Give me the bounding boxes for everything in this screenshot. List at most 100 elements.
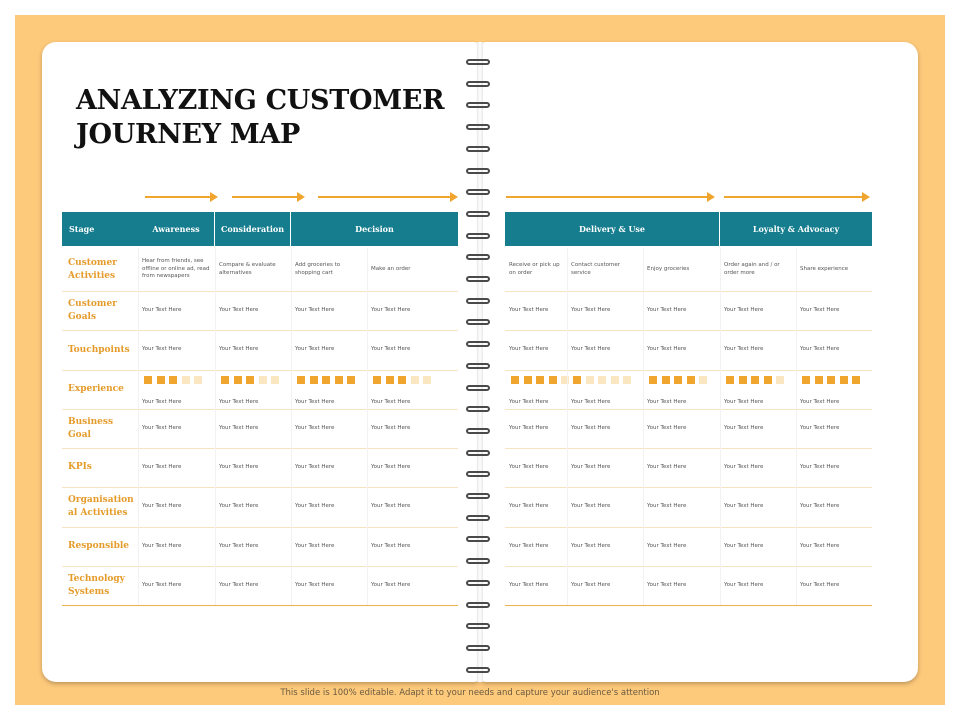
spiral-ring — [466, 470, 492, 478]
row-label: Experience — [68, 384, 124, 394]
row-label: Business Goal — [68, 416, 114, 440]
table-cell: Your Text Here — [647, 424, 687, 431]
table-cell: Your Text Here — [571, 398, 611, 405]
spiral-ring — [466, 101, 492, 109]
row-divider — [505, 566, 872, 567]
rating-square-empty — [585, 376, 594, 384]
table-cell: Your Text Here — [647, 306, 687, 313]
title-line-2: JOURNEY MAP — [76, 119, 301, 150]
row-divider — [505, 605, 872, 606]
rating-square-empty — [258, 376, 267, 384]
table-cell: Your Text Here — [571, 503, 611, 510]
header-consideration: Consideration — [215, 212, 291, 246]
spiral-ring — [466, 601, 492, 609]
table-cell: Your Text Here — [647, 463, 687, 470]
table-cell: Your Text Here — [371, 463, 411, 470]
table-cell: Your Text Here — [371, 346, 411, 353]
row-divider — [505, 370, 872, 371]
table-cell: Your Text Here — [800, 542, 840, 549]
table-cell: Your Text Here — [571, 463, 611, 470]
spiral-ring — [466, 253, 492, 261]
column-divider — [215, 248, 216, 605]
table-cell: Your Text Here — [571, 346, 611, 353]
table-cell: Your Text Here — [800, 398, 840, 405]
rating-square-empty — [598, 376, 606, 384]
rating-square-filled — [511, 376, 519, 384]
rating-square-empty — [410, 376, 419, 384]
rating-square-filled — [738, 376, 747, 384]
row-divider — [505, 409, 872, 410]
table-cell: Make an order — [371, 265, 411, 272]
rating-square-empty — [776, 376, 784, 384]
rating-square-filled — [674, 376, 682, 384]
spiral-ring — [466, 492, 492, 500]
column-divider — [367, 248, 368, 605]
table-cell: Your Text Here — [219, 424, 259, 431]
table-cell: Your Text Here — [219, 306, 259, 313]
table-cell: Your Text Here — [509, 398, 549, 405]
table-cell: Your Text Here — [295, 581, 335, 588]
table-cell: Your Text Here — [219, 398, 259, 405]
spiral-ring — [466, 514, 492, 522]
rating-square-filled — [309, 376, 318, 384]
rating-square-filled — [661, 376, 670, 384]
table-cell: Compare & evaluate alternatives — [219, 262, 276, 276]
spiral-ring — [466, 666, 492, 674]
row-divider — [62, 448, 458, 449]
rating-square-filled — [686, 376, 695, 384]
table-cell: Your Text Here — [295, 542, 335, 549]
table-cell: Your Text Here — [371, 398, 411, 405]
table-cell: Your Text Here — [219, 346, 259, 353]
table-cell: Your Text Here — [724, 503, 764, 510]
column-divider — [720, 248, 721, 605]
rating-square-filled — [297, 376, 305, 384]
row-divider — [62, 330, 458, 331]
row-label: Responsible — [68, 541, 130, 551]
table-cell: Your Text Here — [295, 424, 335, 431]
row-divider — [505, 291, 872, 292]
table-cell: Your Text Here — [571, 424, 611, 431]
table-cell: Your Text Here — [509, 424, 549, 431]
header-delivery-use: Delivery & Use — [505, 212, 720, 246]
table-cell: Your Text Here — [142, 542, 182, 549]
row-label: Organisation al Activities — [68, 495, 134, 518]
stage-arrow — [506, 191, 715, 203]
table-cell: Your Text Here — [647, 503, 687, 510]
rating-square-empty — [610, 376, 619, 384]
spiral-ring — [466, 188, 492, 196]
table-cell: Your Text Here — [724, 398, 764, 405]
stage-arrow — [232, 191, 305, 203]
spiral-ring — [466, 275, 492, 283]
spiral-ring — [466, 427, 492, 435]
table-cell: Your Text Here — [371, 424, 411, 431]
spiral-ring — [466, 340, 492, 348]
table-cell: Your Text Here — [142, 306, 182, 313]
row-divider — [62, 291, 458, 292]
spiral-ring — [466, 384, 492, 392]
table-cell: Your Text Here — [295, 398, 335, 405]
rating-square-filled — [233, 376, 242, 384]
rating-square-filled — [322, 376, 330, 384]
rating-square-empty — [423, 376, 431, 384]
table-cell: Your Text Here — [509, 581, 549, 588]
table-cell: Your Text Here — [219, 463, 259, 470]
rating-square-filled — [373, 376, 381, 384]
table-cell: Your Text Here — [295, 503, 335, 510]
rating-square-filled — [751, 376, 759, 384]
table-cell: Your Text Here — [142, 463, 182, 470]
header-stage: Stage — [62, 212, 138, 246]
notebook-right-page — [480, 42, 918, 682]
column-divider — [796, 248, 797, 605]
rating-square-empty — [181, 376, 190, 384]
row-divider — [62, 566, 458, 567]
rating-square-filled — [649, 376, 657, 384]
table-cell: Your Text Here — [724, 306, 764, 313]
row-divider — [62, 370, 458, 371]
table-cell: Contact customer service — [571, 262, 621, 276]
header-loyalty-advocacy: Loyalty & Advocacy — [720, 212, 872, 246]
table-cell: Order again and / or order more — [724, 262, 780, 276]
table-cell: Your Text Here — [571, 581, 611, 588]
rating-square-empty — [561, 376, 569, 384]
spiral-ring — [466, 622, 492, 630]
table-cell: Your Text Here — [295, 346, 335, 353]
